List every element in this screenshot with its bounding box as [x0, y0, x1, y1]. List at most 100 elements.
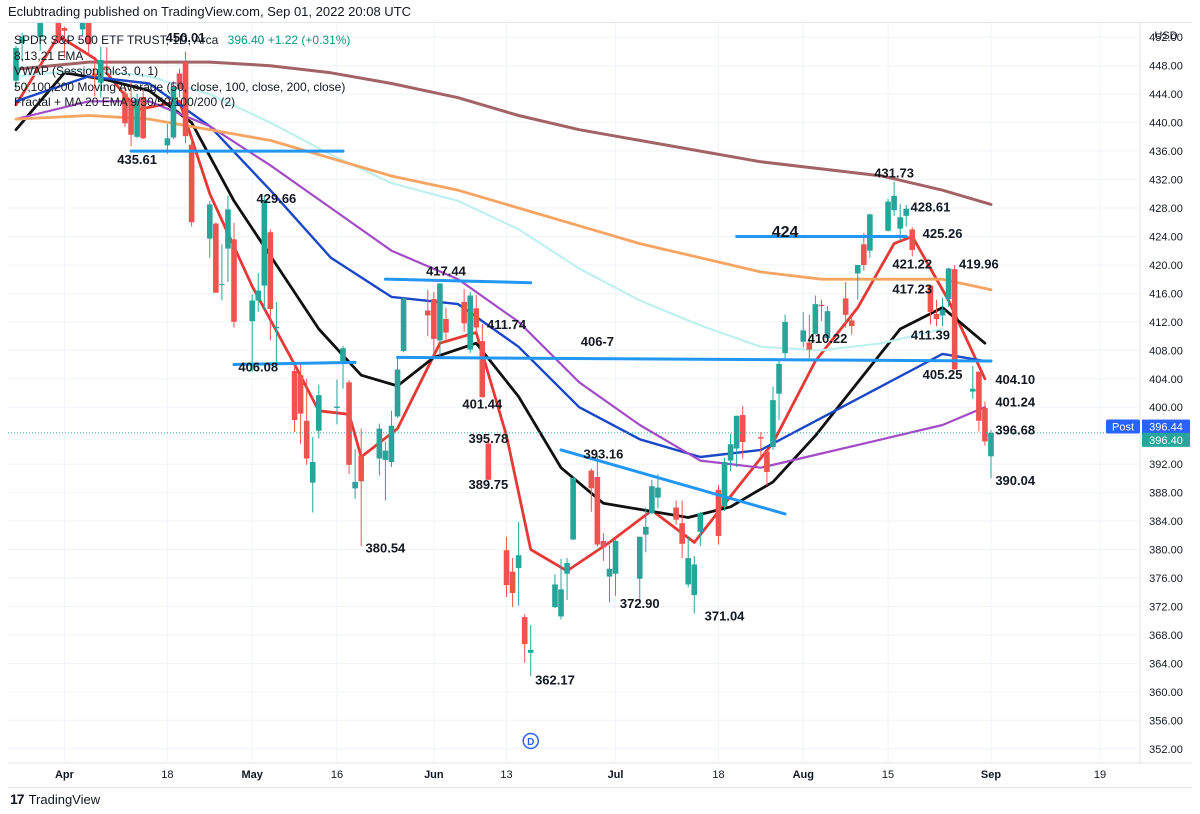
- price-annotation: 406-7: [581, 334, 614, 349]
- candle-body: [515, 555, 522, 569]
- time-tick-label: 13: [500, 769, 512, 781]
- candle-body: [128, 100, 134, 135]
- candle-body: [273, 326, 280, 329]
- candle-body: [134, 99, 140, 137]
- time-tick-label: May: [241, 769, 263, 781]
- candle-body: [891, 195, 897, 211]
- candle-body: [400, 298, 407, 352]
- candle-body: [867, 214, 873, 251]
- candle-body: [225, 209, 231, 249]
- candle-body: [636, 536, 643, 579]
- candle-body: [800, 330, 807, 342]
- price-annotation: 431.73: [874, 165, 914, 180]
- price-annotation: 404.10: [995, 372, 1035, 387]
- legend-ema[interactable]: 8,13,21 EMA: [14, 48, 84, 63]
- time-tick-label: 16: [331, 769, 343, 781]
- price-chart[interactable]: 450.01 435.61 429.66 417.44 411.74 406.08 406-…: [8, 23, 1192, 787]
- candle-body: [612, 541, 619, 574]
- price-tick-label: 408.00: [1149, 345, 1183, 357]
- candle-body: [61, 27, 68, 31]
- price-tick-label: 444.00: [1149, 89, 1183, 101]
- candle-body: [394, 369, 401, 417]
- candle-body: [988, 432, 994, 457]
- candle-body: [691, 564, 698, 596]
- candle-body: [437, 283, 443, 341]
- candle-body: [376, 428, 383, 459]
- candle-body: [340, 348, 346, 361]
- price-tick-label: 416.00: [1149, 288, 1183, 300]
- candle-body: [655, 487, 661, 498]
- price-tick-label: 392.00: [1149, 459, 1183, 471]
- legend-symbol: SPDR S&P 500 ETF TRUST, 1D, Arca: [14, 33, 219, 47]
- candle-body: [261, 200, 268, 286]
- candle-body: [552, 584, 558, 608]
- price-annotation: 406.08: [238, 360, 278, 375]
- price-annotation: 401.44: [462, 397, 503, 412]
- candle-body: [431, 299, 437, 339]
- candle-body: [509, 571, 516, 593]
- series-line-5: [14, 114, 993, 292]
- price-tick-label: 352.00: [1149, 744, 1183, 756]
- post-price-value: 396.44: [1149, 422, 1183, 434]
- candle-body: [140, 97, 146, 139]
- candle-body: [255, 290, 262, 301]
- candle-body: [903, 208, 910, 216]
- price-annotation: 424: [772, 224, 799, 241]
- candle-body: [685, 558, 692, 585]
- candle-body: [424, 310, 431, 316]
- candle-body: [727, 444, 734, 461]
- price-tick-label: 412.00: [1149, 317, 1183, 329]
- dividend-marker-icon: [522, 732, 539, 750]
- candle-body: [267, 232, 274, 310]
- candle-body: [697, 513, 704, 532]
- candle-body: [770, 400, 776, 448]
- candle-body: [721, 462, 728, 507]
- candle-body: [382, 450, 389, 460]
- price-tick-label: 372.00: [1149, 601, 1183, 613]
- price-tick-label: 356.00: [1149, 715, 1183, 727]
- candle-body: [231, 239, 237, 322]
- candle-body: [570, 477, 576, 540]
- time-tick-label: Apr: [55, 769, 75, 781]
- candle-body: [176, 73, 183, 90]
- trend-line: [559, 448, 787, 516]
- candle-body: [309, 462, 316, 483]
- candle-body: [758, 437, 764, 439]
- candle-body: [346, 382, 352, 465]
- post-tag-label-bg: [1106, 419, 1140, 434]
- candle-body: [79, 23, 86, 30]
- post-price-tag: [1142, 419, 1190, 434]
- price-tick-label: 368.00: [1149, 630, 1183, 642]
- candle-body: [164, 138, 171, 146]
- candle-body: [600, 541, 607, 548]
- candle-body: [861, 244, 867, 265]
- tradingview-logo[interactable]: 17 TradingView: [10, 791, 100, 807]
- candle-body: [37, 23, 44, 38]
- series-line-2: [14, 75, 987, 459]
- price-tick-label: 424.00: [1149, 231, 1183, 243]
- candle-body: [812, 304, 819, 334]
- candle-body: [104, 66, 110, 69]
- candle-body: [467, 295, 473, 350]
- candle-body: [885, 201, 891, 231]
- price-annotation: 411.39: [911, 328, 950, 343]
- price-annotation: 425.26: [923, 226, 963, 241]
- last-price-tag: [1142, 432, 1190, 447]
- legend-moving-average[interactable]: 50,100,200 Moving Average (50, close, 10…: [14, 79, 346, 94]
- candle-body: [939, 309, 946, 316]
- chart-frame[interactable]: 450.01 435.61 429.66 417.44 411.74 406.08 406-…: [8, 22, 1192, 788]
- candle-body: [643, 526, 649, 535]
- time-tick-label: Sep: [981, 769, 1001, 781]
- price-annotation: 410.22: [808, 331, 848, 346]
- publish-line: Eclubtrading published on TradingView.co…: [8, 4, 412, 19]
- price-annotation: 401.24: [995, 395, 1036, 410]
- candle-body: [521, 617, 528, 645]
- legend-vwap[interactable]: VWAP (Session, hlc3, 0, 1): [14, 64, 159, 78]
- candle-body: [122, 93, 128, 124]
- candle-body: [824, 311, 831, 339]
- price-annotation: 405.25: [923, 367, 963, 382]
- candle-body: [776, 363, 782, 394]
- candle-body: [219, 284, 225, 286]
- legend-fractal[interactable]: Fractal + MA 20 EMA 9/30/50/100/200 (2): [14, 95, 236, 109]
- candle-body: [897, 217, 903, 229]
